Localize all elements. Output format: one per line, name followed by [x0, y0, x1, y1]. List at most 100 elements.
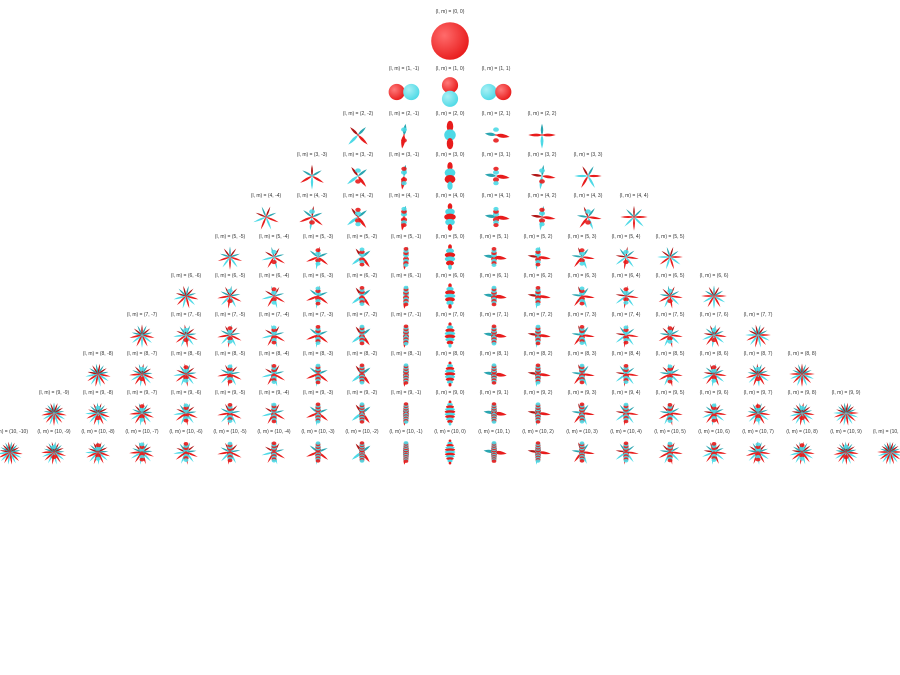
- orbital-label: (l, m) = (10, 7): [742, 430, 774, 437]
- orbital-graphic: [429, 437, 471, 467]
- cell-l10-m0: (l, m) = (10, 0): [429, 430, 471, 467]
- orbital-label: (l, m) = (8, 2): [524, 352, 553, 359]
- orbital-graphic: [209, 281, 251, 311]
- orbital-graphic: [605, 320, 647, 350]
- cell-l10-m4: (l, m) = (10, 4): [605, 430, 647, 467]
- orbital-label: (l, m) = (6, 4): [612, 274, 641, 281]
- cell-l4-m4: (l, m) = (4, 4): [612, 194, 656, 233]
- orbital-graphic: [869, 437, 900, 467]
- cell-l3-m3: (l, m) = (3, 3): [566, 153, 610, 192]
- orbital-label: (l, m) = (7, 4): [612, 313, 641, 320]
- orbital-label: (l, m) = (7, -7): [127, 313, 157, 320]
- cell-l9-m1: (l, m) = (9, 1): [473, 391, 515, 428]
- orbital-label: (l, m) = (2, 0): [436, 112, 465, 119]
- cell-l5-m5: (l, m) = (5, 5): [649, 235, 691, 272]
- orbital-label: (l, m) = (2, -2): [343, 112, 373, 119]
- cell-l6-m-1: (l, m) = (6, -1): [385, 274, 427, 311]
- orbital-label: (l, m) = (10, -9): [37, 430, 70, 437]
- orbital-label: (l, m) = (6, 1): [480, 274, 509, 281]
- orbital-graphic: [429, 320, 471, 350]
- orbital-graphic: [253, 320, 295, 350]
- orbital-label: (l, m) = (4, -1): [389, 194, 419, 201]
- orbital-graphic: [649, 359, 691, 389]
- cell-l10-m9: (l, m) = (10, 9): [825, 430, 867, 467]
- orbital-graphic: [429, 281, 471, 311]
- orbital-graphic: [566, 160, 610, 192]
- cell-l6-m5: (l, m) = (6, 5): [649, 274, 691, 311]
- cell-l5-m0: (l, m) = (5, 0): [429, 235, 471, 272]
- cell-l9-m-3: (l, m) = (9, -3): [297, 391, 339, 428]
- cell-l5-m3: (l, m) = (5, 3): [561, 235, 603, 272]
- orbital-label: (l, m) = (7, 6): [700, 313, 729, 320]
- orbital-label: (l, m) = (4, -2): [343, 194, 373, 201]
- cell-l1-m1: (l, m) = (1, 1): [474, 67, 518, 110]
- orbital-label: (l, m) = (10, -1): [389, 430, 422, 437]
- cell-l9-m2: (l, m) = (9, 2): [517, 391, 559, 428]
- cell-l10-m2: (l, m) = (10, 2): [517, 430, 559, 467]
- cell-l9-m-7: (l, m) = (9, -7): [121, 391, 163, 428]
- cell-l7-m-5: (l, m) = (7, -5): [209, 313, 251, 350]
- orbital-label: (l, m) = (8, 0): [436, 352, 465, 359]
- cell-l8-m4: (l, m) = (8, 4): [605, 352, 647, 389]
- orbital-label: (l, m) = (10, 6): [698, 430, 730, 437]
- cell-l10-m-8: (l, m) = (10, -8): [77, 430, 119, 467]
- orbital-graphic: [520, 119, 564, 151]
- cell-l10-m-1: (l, m) = (10, -1): [385, 430, 427, 467]
- cell-l4-m-1: (l, m) = (4, -1): [382, 194, 426, 233]
- orbital-graphic: [429, 359, 471, 389]
- orbital-label: (l, m) = (6, 2): [524, 274, 553, 281]
- orbital-label: (l, m) = (3, 2): [528, 153, 557, 160]
- orbital-graphic: [382, 119, 426, 151]
- orbital-label: (l, m) = (4, 3): [574, 194, 603, 201]
- orbital-graphic: [428, 201, 472, 233]
- orbital-graphic: [341, 320, 383, 350]
- orbital-label: (l, m) = (10, 8): [786, 430, 818, 437]
- orbital-label: (l, m) = (10, -3): [301, 430, 334, 437]
- cell-l7-m3: (l, m) = (7, 3): [561, 313, 603, 350]
- orbital-label: (l, m) = (9, 4): [612, 391, 641, 398]
- orbital-label: (l, m) = (5, -3): [303, 235, 333, 242]
- orbital-graphic: [517, 437, 559, 467]
- orbital-label: (l, m) = (3, -3): [297, 153, 327, 160]
- orbital-graphic: [612, 201, 656, 233]
- orbital-graphic: [297, 242, 339, 272]
- orbital-graphic: [474, 74, 518, 110]
- cell-l10-m1: (l, m) = (10, 1): [473, 430, 515, 467]
- orbital-label: (l, m) = (10, 5): [654, 430, 686, 437]
- orbital-label: (l, m) = (9, -8): [83, 391, 113, 398]
- cell-l7-m-3: (l, m) = (7, -3): [297, 313, 339, 350]
- orbital-graphic: [244, 201, 288, 233]
- orbital-label: (l, m) = (8, -5): [215, 352, 245, 359]
- cell-l8-m-6: (l, m) = (8, -6): [165, 352, 207, 389]
- cell-l8-m2: (l, m) = (8, 2): [517, 352, 559, 389]
- orbital-graphic: [341, 398, 383, 428]
- cell-l10-m5: (l, m) = (10, 5): [649, 430, 691, 467]
- orbital-graphic: [693, 320, 735, 350]
- orbital-label: (l, m) = (10, -10): [0, 430, 28, 437]
- orbital-graphic: [290, 201, 334, 233]
- orbital-graphic: [561, 281, 603, 311]
- orbital-label: (l, m) = (3, -2): [343, 153, 373, 160]
- orbital-graphic: [253, 281, 295, 311]
- cell-l10-m-9: (l, m) = (10, -9): [33, 430, 75, 467]
- orbital-label: (l, m) = (5, -1): [391, 235, 421, 242]
- orbital-label: (l, m) = (6, -5): [215, 274, 245, 281]
- row-l-10: (l, m) = (10, -10) (l, m) = (10, -9) (l, m…: [0, 430, 900, 467]
- cell-l9-m4: (l, m) = (9, 4): [605, 391, 647, 428]
- orbital-graphic: [121, 359, 163, 389]
- cell-l3-m-3: (l, m) = (3, -3): [290, 153, 334, 192]
- orbital-label: (l, m) = (10, 9): [830, 430, 862, 437]
- orbital-graphic: [341, 242, 383, 272]
- orbital-graphic: [473, 359, 515, 389]
- orbital-label: (l, m) = (5, 2): [524, 235, 553, 242]
- orbital-graphic: [121, 398, 163, 428]
- orbital-graphic: [336, 201, 380, 233]
- orbital-label: (l, m) = (8, -7): [127, 352, 157, 359]
- orbital-graphic: [382, 201, 426, 233]
- orbital-label: (l, m) = (0, 0): [436, 10, 465, 17]
- orbital-label: (l, m) = (3, 3): [574, 153, 603, 160]
- cell-l4-m-2: (l, m) = (4, -2): [336, 194, 380, 233]
- cell-l10-m-6: (l, m) = (10, -6): [165, 430, 207, 467]
- orbital-label: (l, m) = (5, 4): [612, 235, 641, 242]
- orbital-graphic: [428, 119, 472, 151]
